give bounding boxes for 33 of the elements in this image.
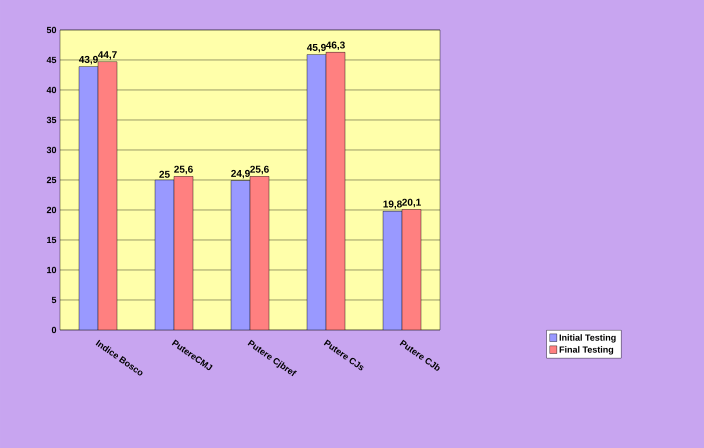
y-tick-label: 20 — [46, 206, 56, 214]
data-label: 45,9 — [306, 44, 326, 52]
bar — [98, 62, 118, 330]
y-tick-label: 50 — [46, 26, 56, 34]
data-label: 25 — [159, 170, 170, 178]
bar — [78, 66, 98, 330]
bar — [154, 180, 174, 330]
y-tick-label: 25 — [46, 176, 56, 184]
legend-label: Final Testing — [560, 346, 614, 355]
bar — [250, 176, 270, 330]
data-label: 44,7 — [98, 51, 117, 60]
y-tick-label: 15 — [47, 236, 56, 244]
data-label: 24,9 — [231, 170, 250, 178]
y-tick-label: 45 — [46, 56, 56, 64]
y-tick-label: 35 — [46, 116, 56, 124]
bar — [382, 210, 402, 330]
legend-label: Initial Testing — [560, 334, 616, 343]
y-tick-label: 0 — [52, 326, 56, 334]
data-label: 25,6 — [174, 166, 193, 174]
y-tick-label: 10 — [47, 266, 56, 274]
bar — [306, 54, 326, 330]
data-label: 43,9 — [78, 56, 98, 64]
data-label: 46,3 — [326, 42, 345, 50]
y-tick-label: 30 — [46, 146, 56, 154]
y-tick-label: 40 — [46, 86, 56, 94]
bar — [326, 52, 346, 330]
bar — [230, 180, 250, 330]
bar — [174, 176, 194, 330]
data-label: 19,8 — [383, 200, 402, 209]
y-tick-label: 5 — [52, 296, 56, 304]
bar — [402, 209, 422, 330]
data-label: 20,1 — [402, 198, 421, 208]
data-label: 25,6 — [250, 166, 269, 174]
